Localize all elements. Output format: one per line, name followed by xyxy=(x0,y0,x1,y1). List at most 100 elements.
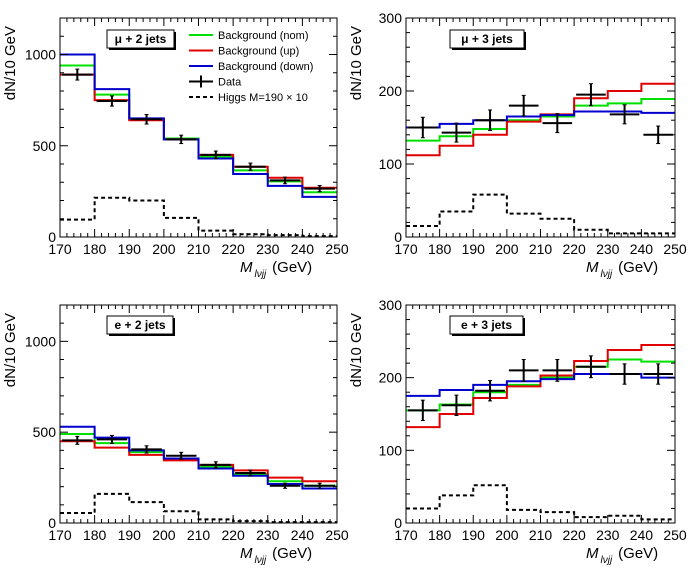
x-axis-label-main: M xyxy=(586,259,599,276)
x-tick-label: 250 xyxy=(325,241,349,257)
x-axis-label-sub: lνjj xyxy=(601,269,613,280)
channel-tag-label: μ + 3 jets xyxy=(461,32,513,46)
y-tick-label: 300 xyxy=(379,297,403,313)
y-tick-label: 100 xyxy=(379,156,403,172)
y-tick-label: 200 xyxy=(379,83,403,99)
x-tick-label: 190 xyxy=(118,527,142,543)
legend-label: Background (nom) xyxy=(218,30,309,42)
y-tick-label: 500 xyxy=(33,424,57,440)
plot-frame xyxy=(405,17,676,238)
data-point xyxy=(508,94,539,117)
channel-tag-label: e + 3 jets xyxy=(461,318,512,332)
signal-histogram xyxy=(60,196,337,238)
plot-frame xyxy=(59,304,338,524)
data-point xyxy=(165,134,197,145)
data-point xyxy=(542,359,573,382)
y-tick-label: 0 xyxy=(48,515,56,531)
x-tick-label: 250 xyxy=(663,527,687,543)
x-tick-label: 230 xyxy=(256,527,280,543)
signal-histogram xyxy=(406,193,675,235)
series-background-nom- xyxy=(60,64,337,194)
y-tick-label: 0 xyxy=(394,515,402,531)
x-tick-label: 230 xyxy=(256,241,280,257)
x-tick-label: 220 xyxy=(221,241,245,257)
data-point xyxy=(441,394,472,416)
x-tick-label: 230 xyxy=(596,241,620,257)
x-axis-label-main: M xyxy=(586,545,599,562)
x-tick-label: 180 xyxy=(83,241,107,257)
series-background-up- xyxy=(406,343,675,429)
legend-item: Background (up) xyxy=(189,46,299,58)
x-tick-label: 250 xyxy=(325,527,349,543)
data-point xyxy=(304,185,335,193)
data-point xyxy=(304,482,335,489)
panel-3: 170 180 190 200 210 220 230 240 250 0 500 1000 dN/10… xyxy=(2,304,349,566)
x-axis-label-sub: lνjj xyxy=(601,555,613,566)
x-axis-label-unit: (GeV) xyxy=(618,545,658,562)
legend: Background (nom) Background (up) Backgroun… xyxy=(189,30,313,104)
data-point xyxy=(200,461,232,469)
data-point xyxy=(200,150,232,160)
series-background-up- xyxy=(406,82,675,157)
x-tick-label: 220 xyxy=(562,527,586,543)
x-axis-label-unit: (GeV) xyxy=(272,545,312,562)
y-tick-label: 100 xyxy=(379,442,403,458)
panel-2: 170 180 190 200 210 220 230 240 250 0 100 200 300 dN/… xyxy=(348,10,687,280)
x-tick-label: 180 xyxy=(428,527,452,543)
data-point xyxy=(235,162,266,171)
data-point xyxy=(131,445,162,454)
channel-tag-label: μ + 2 jets xyxy=(115,32,167,46)
x-axis-label-main: M xyxy=(240,259,253,276)
channel-tag-label: e + 2 jets xyxy=(114,318,165,332)
legend-item: Data xyxy=(189,75,242,89)
y-tick-label: 0 xyxy=(394,229,402,245)
x-axis-label-unit: (GeV) xyxy=(618,259,658,276)
x-tick-label: 170 xyxy=(394,241,418,257)
x-tick-label: 190 xyxy=(462,527,486,543)
x-axis-label-sub: lνjj xyxy=(255,555,267,566)
series-background-down- xyxy=(60,425,337,490)
legend-label: Background (down) xyxy=(218,61,313,73)
legend-label: Data xyxy=(218,77,242,89)
x-tick-label: 170 xyxy=(48,241,72,257)
data-point xyxy=(408,399,438,422)
x-tick-label: 170 xyxy=(48,527,72,543)
x-tick-label: 210 xyxy=(529,241,553,257)
x-tick-label: 220 xyxy=(221,527,245,543)
data-point xyxy=(131,114,162,125)
y-axis-label: dN/10 GeV xyxy=(348,313,365,387)
x-tick-label: 220 xyxy=(562,241,586,257)
data-point xyxy=(508,359,539,382)
x-tick-label: 230 xyxy=(596,527,620,543)
x-tick-label: 190 xyxy=(118,241,142,257)
panel-4: 170 180 190 200 210 220 230 240 250 0 100 200 300 dN/… xyxy=(348,297,687,566)
data-point xyxy=(643,363,673,385)
y-axis-label: dN/10 GeV xyxy=(348,26,365,100)
y-tick-label: 300 xyxy=(379,10,403,26)
channel-tag-box xyxy=(449,29,525,49)
data-point xyxy=(441,122,472,143)
y-axis-label: dN/10 GeV xyxy=(2,313,19,387)
x-tick-label: 200 xyxy=(495,241,519,257)
x-tick-label: 180 xyxy=(428,241,452,257)
y-tick-label: 0 xyxy=(48,229,56,245)
series-background-down- xyxy=(60,53,337,198)
data-point xyxy=(269,482,301,489)
y-tick-label: 1000 xyxy=(25,333,56,349)
data-point xyxy=(96,434,128,444)
data-point xyxy=(408,116,438,139)
data-point xyxy=(62,68,93,81)
legend-item: Background (nom) xyxy=(189,30,309,42)
data-point xyxy=(576,355,606,379)
legend-item: Higgs M=190 × 10 xyxy=(189,92,308,104)
data-point xyxy=(62,435,93,445)
x-tick-label: 210 xyxy=(187,527,211,543)
signal-histogram xyxy=(406,484,675,521)
x-tick-label: 190 xyxy=(462,241,486,257)
legend-label: Background (up) xyxy=(218,46,299,58)
y-tick-label: 500 xyxy=(33,138,57,154)
x-tick-label: 240 xyxy=(291,527,315,543)
